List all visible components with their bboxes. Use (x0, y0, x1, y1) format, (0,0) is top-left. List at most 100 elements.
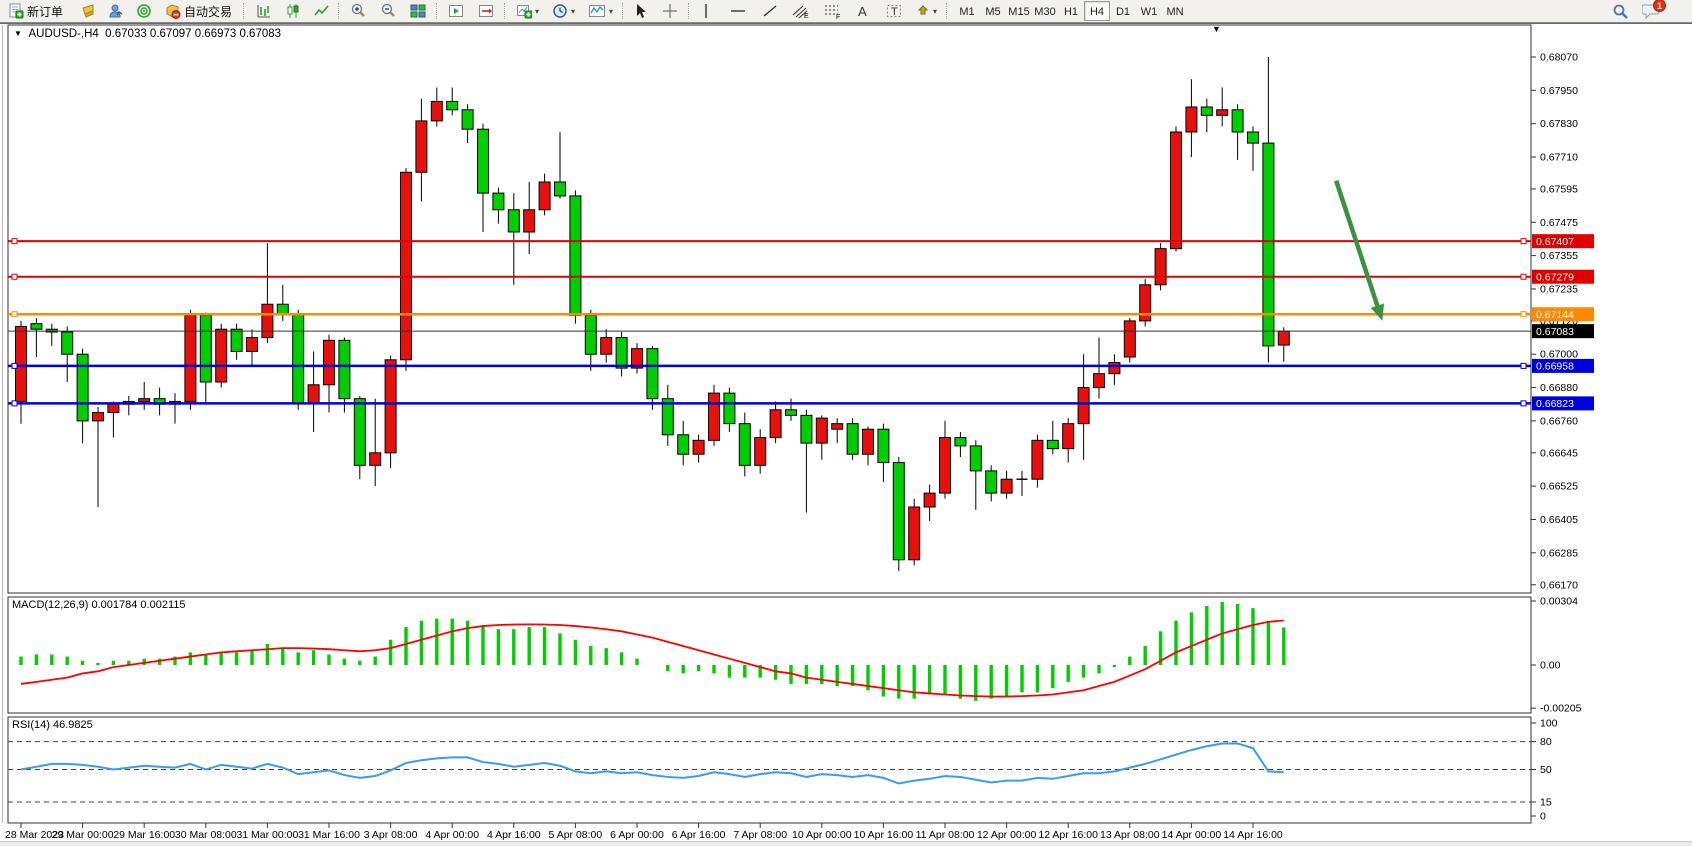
new-order-icon (8, 3, 24, 19)
text-label-button[interactable]: T (882, 1, 906, 21)
svg-text:10 Apr 00:00: 10 Apr 00:00 (792, 829, 852, 841)
svg-text:6 Apr 16:00: 6 Apr 16:00 (672, 829, 726, 841)
svg-text:A: A (858, 4, 867, 19)
svg-text:0.67475: 0.67475 (1540, 217, 1578, 229)
horizontal-lines[interactable] (8, 238, 1531, 407)
zoom-in-button[interactable] (346, 1, 371, 21)
fibonacci-icon: F (824, 3, 842, 19)
svg-text:0.66958: 0.66958 (1536, 361, 1574, 373)
svg-text:12 Apr 16:00: 12 Apr 16:00 (1038, 829, 1098, 841)
timeframe-h4[interactable]: H4 (1084, 1, 1110, 21)
chart-title: ▼ AUDUSD-,H4 0.67033 0.67097 0.66973 0.6… (14, 28, 281, 40)
collapse-triangle-icon[interactable]: ▼ (14, 29, 22, 38)
timeframe-m30[interactable]: M30 (1034, 6, 1056, 18)
zoom-out-button[interactable] (376, 1, 401, 21)
svg-text:11 Apr 08:00: 11 Apr 08:00 (916, 829, 975, 841)
svg-text:29 Mar 00:00: 29 Mar 00:00 (52, 829, 114, 841)
chart-shift-icon (478, 3, 494, 19)
price-tags: 0.67407 0.67279 0.67144 0.66958 0.66823 0.670… (1532, 234, 1594, 411)
svg-text:0.67710: 0.67710 (1540, 152, 1578, 164)
vertical-line-icon (700, 3, 712, 19)
zoom-in-icon (350, 3, 367, 19)
tile-windows-button[interactable] (406, 1, 430, 21)
chevron-down-icon: ▾ (933, 6, 938, 16)
trendline-icon (762, 3, 778, 19)
price-axis[interactable]: 0.68070 0.67950 0.67830 0.67710 0.67595 0.674… (1531, 52, 1578, 592)
bar-chart-icon (256, 3, 272, 19)
timeframe-m1[interactable]: M1 (959, 6, 975, 18)
line-chart-icon (314, 3, 330, 19)
search-icon (1612, 3, 1629, 20)
svg-text:100: 100 (1540, 718, 1558, 730)
auto-trading-icon (164, 3, 181, 19)
line-chart-button[interactable] (310, 1, 334, 21)
svg-text:0.66525: 0.66525 (1540, 481, 1578, 493)
profile-button[interactable] (104, 1, 128, 21)
timeframe-h1[interactable]: H1 (1063, 6, 1079, 18)
svg-text:0.66823: 0.66823 (1536, 398, 1574, 410)
rsi-axis[interactable]: 100 80 50 15 0 (1531, 718, 1558, 823)
timeframe-m5[interactable]: M5 (985, 6, 1001, 18)
market-watch-icon (136, 3, 152, 19)
horizontal-line-button[interactable] (726, 1, 750, 21)
equidistant-channel-button[interactable]: E (788, 1, 814, 21)
chart-shift-button[interactable] (474, 1, 498, 21)
fibonacci-button[interactable]: F (820, 1, 846, 21)
svg-text:10 Apr 16:00: 10 Apr 16:00 (854, 829, 914, 841)
trendline-button[interactable] (758, 1, 782, 21)
svg-text:0.67235: 0.67235 (1540, 283, 1578, 295)
timeframe-m15[interactable]: M15 (1008, 6, 1030, 18)
arrows-button[interactable]: ▾ (912, 1, 941, 21)
candlestick-series (15, 57, 1290, 571)
timeframe-d1[interactable]: D1 (1115, 6, 1131, 18)
svg-text:0.00304: 0.00304 (1540, 596, 1578, 608)
macd-panel (19, 601, 1286, 701)
svg-text:0.66645: 0.66645 (1540, 447, 1578, 459)
macd-indicator-label: MACD(12,26,9) 0.001784 0.002115 (12, 599, 186, 611)
svg-text:0.67144: 0.67144 (1536, 309, 1574, 321)
zoom-out-icon (380, 3, 397, 19)
auto-scroll-button[interactable] (444, 1, 468, 21)
history-button[interactable] (76, 1, 100, 21)
panel-frames (0, 23, 1692, 824)
market-watch-button[interactable] (132, 1, 156, 21)
chart-ohlc: 0.67033 0.67097 0.66973 0.67083 (105, 28, 282, 40)
svg-text:-0.00205: -0.00205 (1540, 703, 1582, 715)
cursor-button[interactable] (630, 1, 652, 21)
auto-trading-button[interactable]: 自动交易 (160, 1, 236, 21)
chevron-down-icon: ▾ (609, 6, 614, 16)
chart-shift-marker-icon[interactable]: ▼ (1212, 24, 1221, 34)
equidistant-channel-icon: E (792, 3, 810, 19)
svg-text:31 Mar 00:00: 31 Mar 00:00 (236, 829, 298, 841)
timeframe-w1[interactable]: W1 (1140, 6, 1158, 18)
svg-text:28 Mar 2023: 28 Mar 2023 (5, 829, 64, 841)
svg-text:0.67083: 0.67083 (1536, 326, 1574, 338)
bar-chart-button[interactable] (252, 1, 276, 21)
svg-text:F: F (836, 14, 840, 19)
timeframe-mn[interactable]: MN (1166, 6, 1184, 18)
svg-text:0.68070: 0.68070 (1540, 52, 1578, 64)
trend-arrow-annotation[interactable] (1334, 179, 1385, 321)
vertical-line-button[interactable] (696, 1, 716, 21)
new-chart-button[interactable]: ▾ (512, 1, 543, 21)
svg-text:0.67279: 0.67279 (1536, 272, 1574, 284)
macd-axis[interactable]: 0.00304 0.00 -0.00205 (1531, 596, 1582, 715)
candlestick-chart-button[interactable] (281, 1, 305, 21)
text-button[interactable]: A (852, 1, 874, 21)
crosshair-button[interactable] (658, 1, 682, 21)
svg-text:0.67355: 0.67355 (1540, 250, 1578, 262)
new-order-button[interactable]: 新订单 (4, 1, 67, 21)
toolbar-separator (436, 3, 437, 19)
indicators-button[interactable]: ▾ (584, 1, 617, 21)
search-button[interactable] (1608, 1, 1633, 21)
svg-text:29 Mar 16:00: 29 Mar 16:00 (113, 829, 175, 841)
chevron-down-icon: ▾ (535, 6, 540, 16)
profiles-button[interactable]: ▾ (548, 1, 579, 21)
chevron-down-icon: ▾ (571, 6, 576, 16)
chat-button[interactable]: 1 (1638, 0, 1666, 21)
tile-windows-icon (410, 3, 426, 19)
svg-text:0.66880: 0.66880 (1540, 382, 1578, 394)
auto-scroll-icon (448, 3, 464, 19)
